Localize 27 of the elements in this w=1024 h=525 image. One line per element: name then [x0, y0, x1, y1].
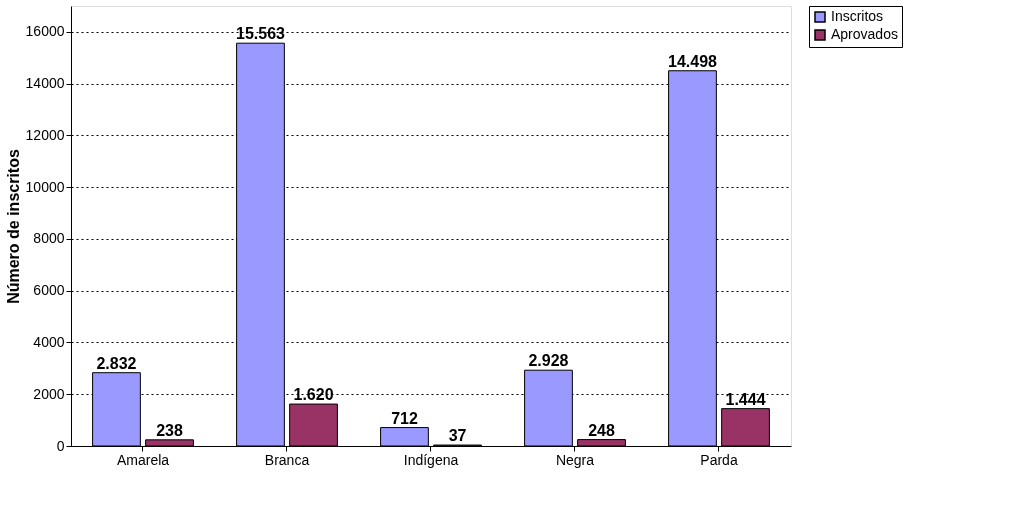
- y-tick-label: 6000: [33, 282, 65, 299]
- y-axis-title: Número de inscritos: [4, 149, 22, 304]
- data-label: 15.563: [236, 25, 286, 43]
- data-label: 1.620: [293, 386, 334, 404]
- data-label: 238: [156, 421, 183, 439]
- data-label: 2.832: [96, 354, 137, 372]
- y-tick-label: 0: [56, 437, 65, 454]
- legend-label: Inscritos: [831, 8, 884, 24]
- y-tick-label: 16000: [25, 23, 65, 40]
- data-label: 1.444: [725, 390, 766, 408]
- x-tick-label: Negra: [555, 451, 595, 468]
- y-tick-label: 2000: [33, 385, 65, 402]
- data-label: 37: [448, 427, 467, 445]
- y-tick-label: 10000: [25, 178, 65, 195]
- legend-label: Aprovados: [831, 26, 898, 42]
- x-tick-label: Amarela: [116, 451, 170, 468]
- x-tick-label: Branca: [264, 451, 310, 468]
- data-label: 248: [588, 421, 615, 439]
- y-tick-label: 14000: [25, 75, 65, 92]
- x-tick-label: Parda: [700, 451, 738, 468]
- data-label: 2.928: [528, 352, 569, 370]
- y-tick-label: 8000: [33, 230, 65, 247]
- y-tick-label: 12000: [25, 126, 65, 143]
- y-tick-label: 4000: [33, 333, 65, 350]
- data-label: 712: [391, 409, 418, 427]
- data-label: 14.498: [668, 52, 718, 70]
- x-tick-label: Indígena: [403, 451, 459, 468]
